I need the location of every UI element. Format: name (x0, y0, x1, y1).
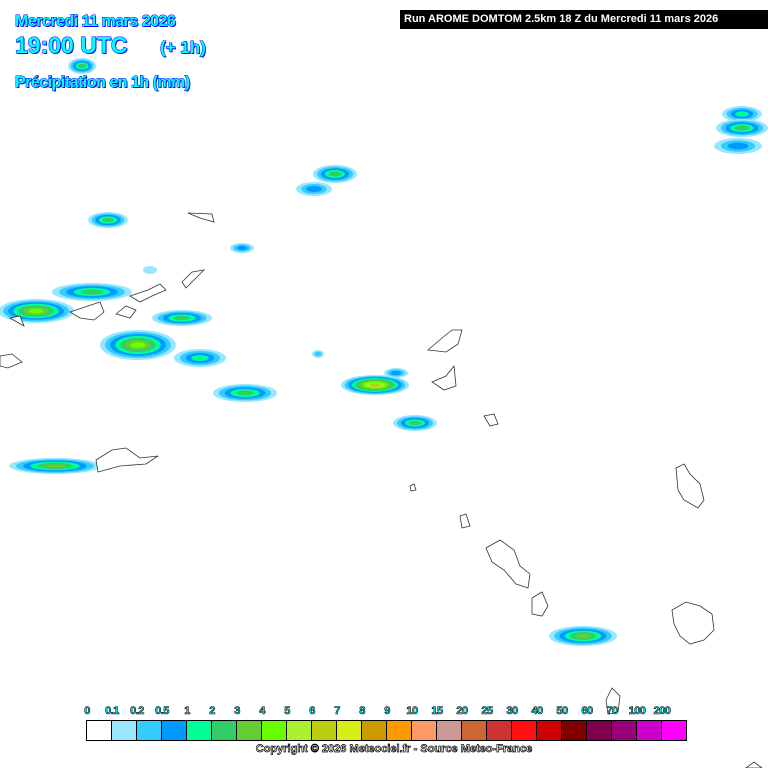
legend-label: 60 (581, 705, 593, 718)
legend-swatch (312, 721, 337, 740)
island (675, 463, 705, 509)
legend-swatch (462, 721, 487, 740)
legend-swatch (487, 721, 512, 740)
island (8, 315, 25, 327)
legend-label: 20 (456, 705, 468, 718)
legend-swatch (437, 721, 462, 740)
legend-swatch (562, 721, 587, 740)
legend-swatch (287, 721, 312, 740)
legend-label: 70 (606, 705, 618, 718)
precip-cell (735, 111, 749, 117)
legend-swatch (512, 721, 537, 740)
precip-cell (173, 315, 191, 321)
island (115, 305, 137, 319)
legend-swatch (362, 721, 387, 740)
legend-label: 3 (234, 705, 241, 718)
legend-label: 30 (506, 705, 518, 718)
legend-color-bar (86, 720, 687, 741)
legend-label: 2 (209, 705, 216, 718)
legend-swatch (387, 721, 412, 740)
precip-cell (44, 464, 66, 468)
island (483, 413, 499, 427)
precip-cell (102, 217, 114, 223)
legend-swatch (637, 721, 662, 740)
legend-label: 0.2 (130, 705, 145, 718)
precip-cell (191, 355, 209, 361)
legend-label: 200 (653, 705, 671, 718)
island (605, 687, 621, 715)
island (0, 353, 23, 369)
precip-cell (575, 633, 591, 639)
island (427, 329, 463, 353)
run-info-banner: Run AROME DOMTOM 2.5km 18 Z du Mercredi … (400, 10, 768, 29)
precip-cell (369, 383, 381, 387)
legend-swatch (262, 721, 287, 740)
precip-cell (81, 289, 103, 295)
island (459, 513, 471, 529)
legend-label: 8 (359, 705, 366, 718)
island (129, 283, 167, 303)
island (671, 601, 715, 645)
legend-swatch (612, 721, 637, 740)
legend-label: 100 (628, 705, 646, 718)
island (95, 447, 159, 473)
precip-cell (329, 171, 341, 177)
legend-label: 25 (481, 705, 493, 718)
legend-label: 6 (309, 705, 316, 718)
precip-cell (28, 308, 44, 314)
island (181, 269, 206, 289)
legend-label: 50 (556, 705, 568, 718)
legend-swatch (187, 721, 212, 740)
legend-label: 5 (284, 705, 291, 718)
legend-swatch (212, 721, 237, 740)
legend-label: 0.5 (155, 705, 170, 718)
parameter-title: Précipitation en 1h (mm) (15, 74, 191, 92)
precip-cell (143, 266, 157, 274)
precip-cell (314, 351, 322, 357)
island (745, 761, 763, 768)
island (69, 301, 105, 321)
legend-swatch (162, 721, 187, 740)
legend-label: 4 (259, 705, 266, 718)
precip-cell (236, 390, 254, 396)
precipitation-cells (0, 58, 768, 646)
island (531, 591, 549, 617)
legend-label: 15 (431, 705, 443, 718)
legend-swatch (337, 721, 362, 740)
legend-label: 0.1 (105, 705, 120, 718)
legend-label: 9 (384, 705, 391, 718)
legend-swatch (87, 721, 112, 740)
forecast-lead: (+ 1h) (160, 38, 207, 58)
island-outlines (0, 212, 763, 768)
precip-cell (409, 420, 421, 426)
island (409, 483, 417, 492)
legend-label: 10 (406, 705, 418, 718)
forecast-time: 19:00 UTC (14, 32, 128, 59)
legend-label: 40 (531, 705, 543, 718)
precip-cell (236, 245, 248, 251)
island (485, 539, 531, 589)
legend-labels: 0 0.1 0.2 0.5 1 2 3 4 5 6 7 8 9 10 15 20 25 30 40 50 60 70 100… (0, 705, 768, 719)
legend-label: 7 (334, 705, 341, 718)
legend-swatch (412, 721, 437, 740)
precip-cell (306, 186, 322, 192)
legend-swatch (112, 721, 137, 740)
precip-cell (727, 142, 749, 150)
legend-label: 0 (84, 705, 91, 718)
legend-label: 1 (184, 705, 191, 718)
legend-swatch (537, 721, 562, 740)
legend-swatch (662, 721, 686, 740)
forecast-date: Mercredi 11 mars 2026 (14, 13, 176, 31)
island (431, 364, 457, 391)
legend-swatch (237, 721, 262, 740)
island (187, 212, 215, 223)
legend-swatch (587, 721, 612, 740)
precip-cell (130, 342, 146, 348)
copyright: Copyright © 2026 Meteociel.fr - Source M… (255, 743, 533, 756)
legend-swatch (137, 721, 162, 740)
precip-cell (390, 370, 402, 376)
precip-cell (734, 125, 750, 131)
precip-cell (78, 63, 86, 69)
